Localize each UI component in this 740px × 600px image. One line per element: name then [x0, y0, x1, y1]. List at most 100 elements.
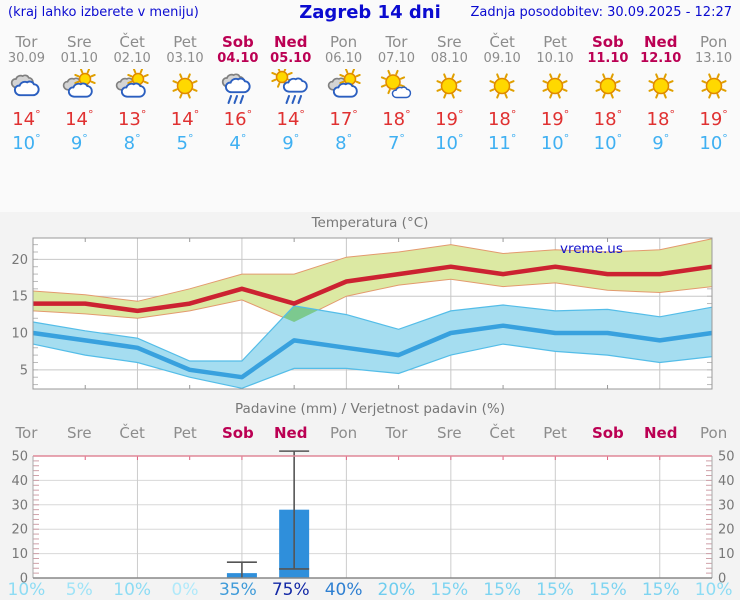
forecast-day-12: Ned 12.10 18° 9°: [634, 28, 687, 170]
day-date: 10.10: [536, 51, 574, 66]
precip-ytick-label-right: 30: [718, 498, 735, 513]
precip-probability-2: 10%: [113, 580, 152, 600]
day-date: 11.10: [587, 51, 629, 66]
day-icon-wrap: [4, 69, 48, 105]
precip-day-label-1: Sre: [66, 424, 92, 442]
page-header: (kraj lahko izberete v meniju) Zagreb 14…: [0, 2, 740, 24]
day-max-temp: 13°: [117, 108, 147, 130]
weather-icon-cloudy: [11, 74, 41, 97]
precip-probability-8: 15%: [430, 580, 469, 600]
weather-icon-sunny: [595, 73, 621, 99]
day-date: 06.10: [324, 51, 363, 66]
forecast-day-4: Sob 04.10 16° 4°: [211, 28, 264, 170]
page-title: Zagreb 14 dni: [299, 2, 441, 23]
day-name: Tor: [15, 33, 38, 51]
day-max-temp: 18°: [593, 108, 623, 130]
last-update-text: Zadnja posodobitev: 30.09.2025 - 12:27: [470, 5, 732, 20]
precip-day-label-3: Pet: [173, 424, 197, 442]
day-name: Pet: [173, 33, 197, 51]
weather-icon-sunny: [172, 73, 198, 99]
day-date: 01.10: [60, 51, 98, 66]
precipitation-chart-title: Padavine (mm) / Verjetnost padavin (%): [235, 401, 505, 417]
precip-day-label-2: Čet: [119, 424, 145, 442]
precip-ytick-label-right: 50: [718, 450, 735, 465]
precip-probability-1: 5%: [65, 580, 93, 600]
forecast-day-5: Ned 05.10 14° 9°: [264, 28, 317, 170]
forecast-day-10: Pet 10.10 19° 10°: [529, 28, 582, 170]
precip-ytick-label-left: 40: [11, 474, 28, 489]
day-date: 04.10: [217, 51, 259, 66]
precip-day-label-0: Tor: [15, 424, 38, 442]
precip-day-label-13: Pon: [700, 424, 728, 442]
precip-day-label-6: Pon: [329, 424, 358, 442]
day-max-temp: 19°: [699, 108, 728, 130]
precip-probability-13: 10%: [694, 580, 733, 600]
day-name: Čet: [489, 33, 515, 51]
day-icon-wrap: [216, 69, 260, 105]
day-name: Ned: [273, 33, 308, 51]
day-max-temp: 19°: [435, 108, 464, 130]
weather-icon-partly-cloudy: [327, 68, 361, 98]
precip-day-label-10: Pet: [543, 424, 567, 442]
precip-ytick-label-left: 10: [11, 547, 28, 562]
day-icon-wrap: [269, 66, 313, 105]
day-max-temp: 18°: [382, 108, 411, 130]
weather-icon-partly-cloudy: [63, 68, 96, 98]
precip-probability-5: 75%: [271, 580, 310, 600]
day-date: 13.10: [694, 51, 733, 66]
day-max-temp: 18°: [646, 108, 675, 130]
temp-ytick-label: 15: [11, 290, 28, 305]
day-min-temp: 11°: [487, 132, 517, 154]
forecast-day-3: Pet 03.10 14° 5°: [159, 28, 212, 170]
day-icon-wrap: [374, 69, 418, 105]
day-min-temp: 8°: [123, 132, 141, 154]
weather-icon-mostly-sunny: [381, 69, 412, 99]
day-name: Ned: [644, 33, 678, 51]
precip-probability-4: 35%: [218, 580, 257, 600]
precipitation-probability-row: 10% 5% 10% 0% 35% 75% 40% 20% 15% 15% 15% 15% 15% 10%: [0, 580, 740, 600]
precip-probability-7: 20%: [377, 580, 416, 600]
precip-ytick-label-right: 20: [718, 523, 735, 538]
day-max-temp: 14°: [170, 108, 200, 130]
weather-icon-sunny: [489, 73, 515, 99]
day-icon-wrap: [639, 69, 683, 105]
day-name: Pet: [543, 33, 567, 51]
day-icon-wrap: [427, 69, 471, 105]
weather-icon-sunny: [648, 73, 674, 99]
precip-ytick-label-right: 10: [718, 547, 735, 562]
day-min-temp: 10°: [699, 132, 728, 154]
weather-icon-sun-rain: [271, 66, 308, 104]
forecast-day-13: Pon 13.10 19° 10°: [687, 28, 740, 170]
watermark-link[interactable]: vreme.us: [560, 241, 623, 257]
day-min-temp: 9°: [652, 132, 670, 154]
day-name: Tor: [385, 33, 408, 51]
day-icon-wrap: [692, 69, 736, 105]
day-icon-wrap: [110, 68, 154, 105]
day-min-temp: 10°: [435, 132, 464, 154]
forecast-day-6: Pon 06.10 17° 8°: [317, 28, 370, 170]
day-name: Pon: [700, 33, 728, 51]
day-min-temp: 10°: [593, 132, 623, 154]
day-min-temp: 9°: [282, 132, 300, 154]
forecast-day-2: Čet 02.10 13° 8°: [106, 28, 159, 170]
day-min-temp: 4°: [229, 132, 247, 154]
day-date: 08.10: [430, 51, 468, 66]
precip-ytick-label-left: 50: [11, 450, 28, 465]
precip-day-label-12: Ned: [644, 424, 678, 442]
forecast-strip: Tor 30.09 14° 10° Sre 01.10 14° 9° Čet 02.10 13° 8°…: [0, 28, 740, 170]
forecast-day-11: Sob 11.10 18° 10°: [581, 28, 634, 170]
forecast-day-8: Sre 08.10 19° 10°: [423, 28, 476, 170]
temp-ytick-label: 5: [20, 363, 28, 378]
precip-day-label-8: Sre: [437, 424, 462, 442]
temp-ytick-label: 10: [11, 327, 28, 342]
forecast-day-7: Tor 07.10 18° 7°: [370, 28, 423, 170]
precip-ytick-label-left: 20: [11, 523, 28, 538]
day-date: 07.10: [377, 51, 416, 66]
weather-icon-sunny: [542, 73, 568, 99]
precip-probability-10: 15%: [536, 580, 574, 600]
precip-probability-6: 40%: [324, 580, 363, 600]
day-date: 05.10: [270, 51, 312, 66]
day-min-temp: 9°: [70, 132, 88, 154]
day-name: Sob: [221, 33, 254, 51]
